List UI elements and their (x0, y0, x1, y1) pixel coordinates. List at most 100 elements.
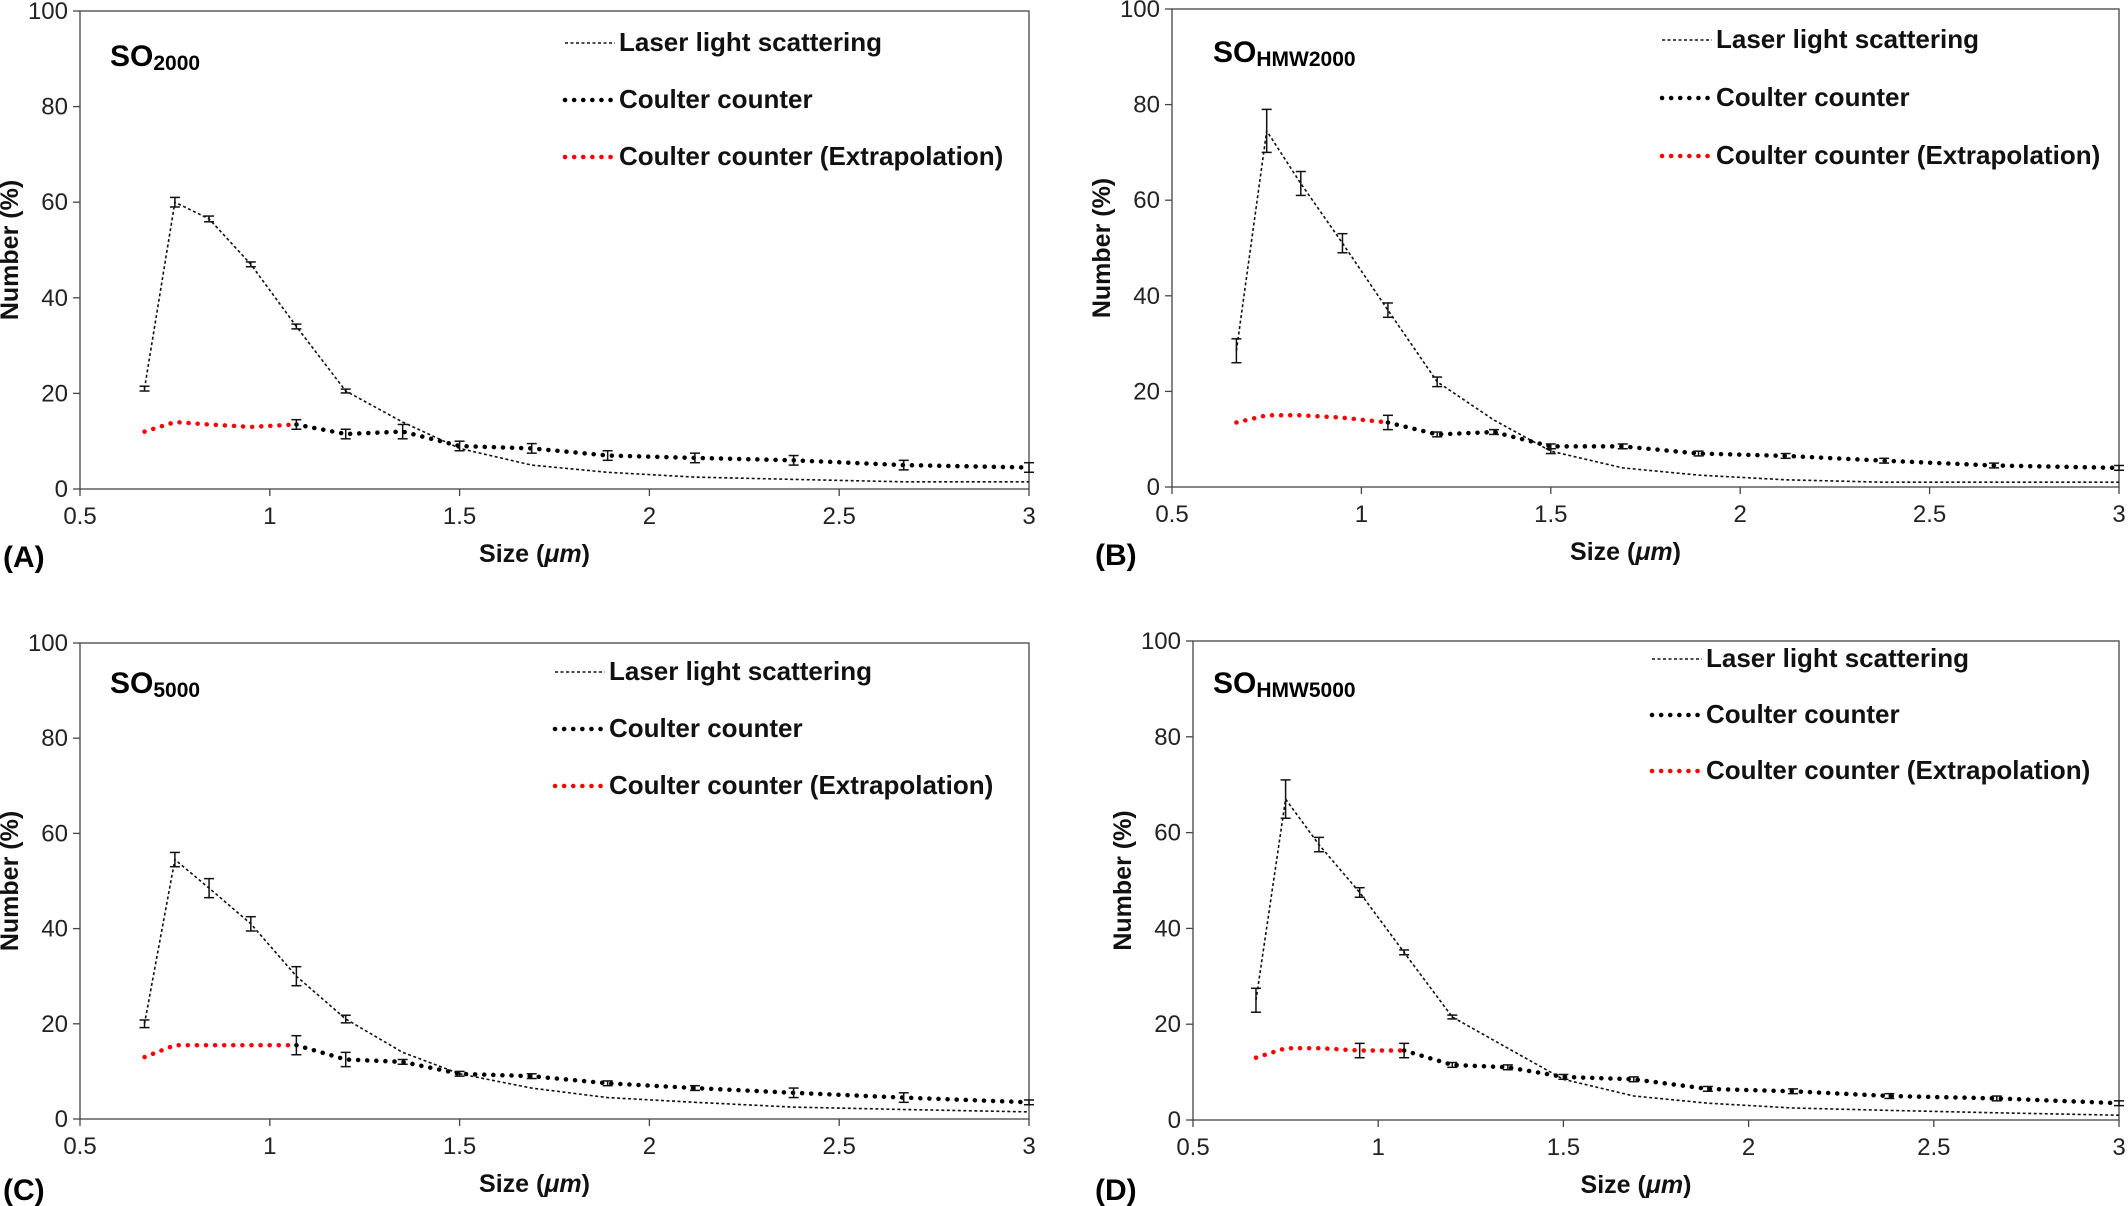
error-bar (139, 1019, 150, 1029)
error-bar (1788, 1088, 1799, 1095)
x-tick-label: 1 (263, 503, 276, 530)
y-tick-label: 80 (41, 94, 68, 121)
error-bar (1432, 431, 1443, 438)
error-bar (340, 388, 351, 394)
y-tick-label: 80 (1133, 92, 1160, 119)
error-bar (1024, 1099, 1034, 1106)
error-bar (1313, 836, 1324, 853)
error-bar (1693, 450, 1704, 457)
x-axis-label-prefix: Size ( (479, 540, 545, 568)
y-tick-label: 20 (41, 1011, 68, 1038)
y-tick-label: 100 (28, 0, 68, 25)
error-bar (1382, 302, 1393, 319)
error-bar (245, 261, 256, 268)
legend-label: Coulter counter (1706, 699, 1900, 729)
x-tick-label: 2 (1742, 1134, 1755, 1161)
y-tick-label: 60 (1133, 187, 1160, 214)
x-tick-label: 1 (1355, 501, 1368, 528)
series-line (143, 201, 1029, 483)
y-tick-label: 60 (41, 189, 68, 216)
x-axis-label: Size (μm) (479, 540, 590, 568)
legend-label: Coulter counter (Extrapolation) (609, 770, 993, 800)
error-bar (1250, 987, 1261, 1013)
error-bar (139, 385, 150, 392)
y-tick-label: 60 (41, 820, 68, 847)
error-bar (169, 851, 180, 868)
legend-label: Coulter counter (Extrapolation) (1716, 140, 2100, 170)
x-tick-label: 3 (1022, 1133, 1035, 1160)
error-bar (169, 196, 180, 208)
series-red-dotted (1234, 413, 1391, 425)
error-bar (1617, 443, 1628, 450)
legend-item: Coulter counter (562, 84, 813, 114)
chart-panel-b: 0 20 40 60 80 100 0.5 1 1.5 2 2.5 3 Size (μm) Number … (1088, 0, 2126, 572)
x-axis-label-suffix: ) (1683, 1171, 1691, 1199)
x-tick-label: 2.5 (1913, 501, 1946, 528)
series-line (1255, 798, 2120, 1116)
series-red-dotted (142, 1042, 299, 1060)
legend-item: Coulter counter (Extrapolation) (1649, 755, 2090, 785)
legend-label: Laser light scattering (1706, 643, 1969, 673)
series-red-dotted (1253, 1042, 1407, 1060)
error-bar (1399, 1042, 1410, 1059)
series-line (1234, 413, 1391, 425)
y-tick-label: 100 (1141, 628, 1181, 655)
series-thin-dotted (1231, 108, 2119, 484)
legend-item: Coulter counter (1649, 699, 1900, 729)
error-bar (397, 1058, 408, 1066)
panel-label: (A) (3, 541, 45, 574)
series-thin-dotted (1250, 779, 2120, 1116)
sample-title: SO5000 (110, 667, 200, 702)
x-tick-label: 1.5 (443, 503, 476, 530)
plot-area-frame (1192, 640, 2120, 1121)
sample-title-main: SO (1213, 36, 1256, 69)
error-bar (1545, 443, 1556, 450)
y-tick-label: 80 (41, 725, 68, 752)
error-bar (1780, 452, 1791, 460)
x-axis-label-unit: μm (543, 540, 581, 568)
y-tick-label: 100 (28, 630, 68, 657)
error-bar (526, 442, 537, 454)
error-bar (454, 440, 465, 452)
error-bar (689, 452, 700, 464)
legend-label: Coulter counter (619, 84, 813, 114)
legend-item: Laser light scattering (1662, 24, 1979, 54)
series-line (142, 419, 299, 434)
error-bar (1628, 1076, 1639, 1083)
sample-title-subscript: HMW5000 (1256, 679, 1355, 702)
error-bar (1432, 376, 1443, 388)
series-line (1235, 130, 2119, 484)
series-red-dotted (142, 419, 299, 434)
x-tick-label: 0.5 (63, 1133, 96, 1160)
series-line (1253, 1045, 1407, 1060)
y-tick-label: 0 (55, 476, 68, 503)
chart-panel-a: 0 20 40 60 80 100 0.5 1 1.5 2 2.5 3 Size (μm) Number … (0, 0, 1036, 574)
legend-label: Laser light scattering (609, 656, 872, 686)
x-axis-label-unit: μm (543, 1170, 581, 1198)
error-bar (1447, 1061, 1458, 1069)
error-bar (1558, 1073, 1569, 1081)
series-line (142, 1042, 299, 1060)
y-axis-label: Number (%) (0, 180, 24, 320)
error-bar (397, 423, 408, 440)
x-axis-label-prefix: Size ( (1570, 538, 1636, 566)
sample-title-main: SO (1213, 667, 1256, 700)
y-axis-label: Number (%) (1109, 810, 1137, 950)
x-tick-label: 1.5 (1534, 501, 1567, 528)
error-bar (526, 1073, 537, 1080)
x-tick-label: 2 (643, 1133, 656, 1160)
error-bar (1337, 232, 1348, 254)
error-bar (204, 215, 215, 223)
x-tick-label: 1 (263, 1133, 276, 1160)
plot-area-frame (79, 642, 1030, 1120)
error-bar (2114, 464, 2124, 472)
error-bar (1295, 170, 1306, 197)
legend: Laser light scattering Coulter counter Cou… (1659, 24, 2100, 170)
error-bar (291, 965, 302, 987)
y-tick-label: 60 (1154, 820, 1181, 847)
error-bar (245, 915, 256, 932)
series-thick-dotted (1399, 1042, 2124, 1107)
error-bar (204, 877, 215, 899)
error-bar (1354, 886, 1365, 899)
y-tick-label: 0 (1168, 1107, 1181, 1134)
